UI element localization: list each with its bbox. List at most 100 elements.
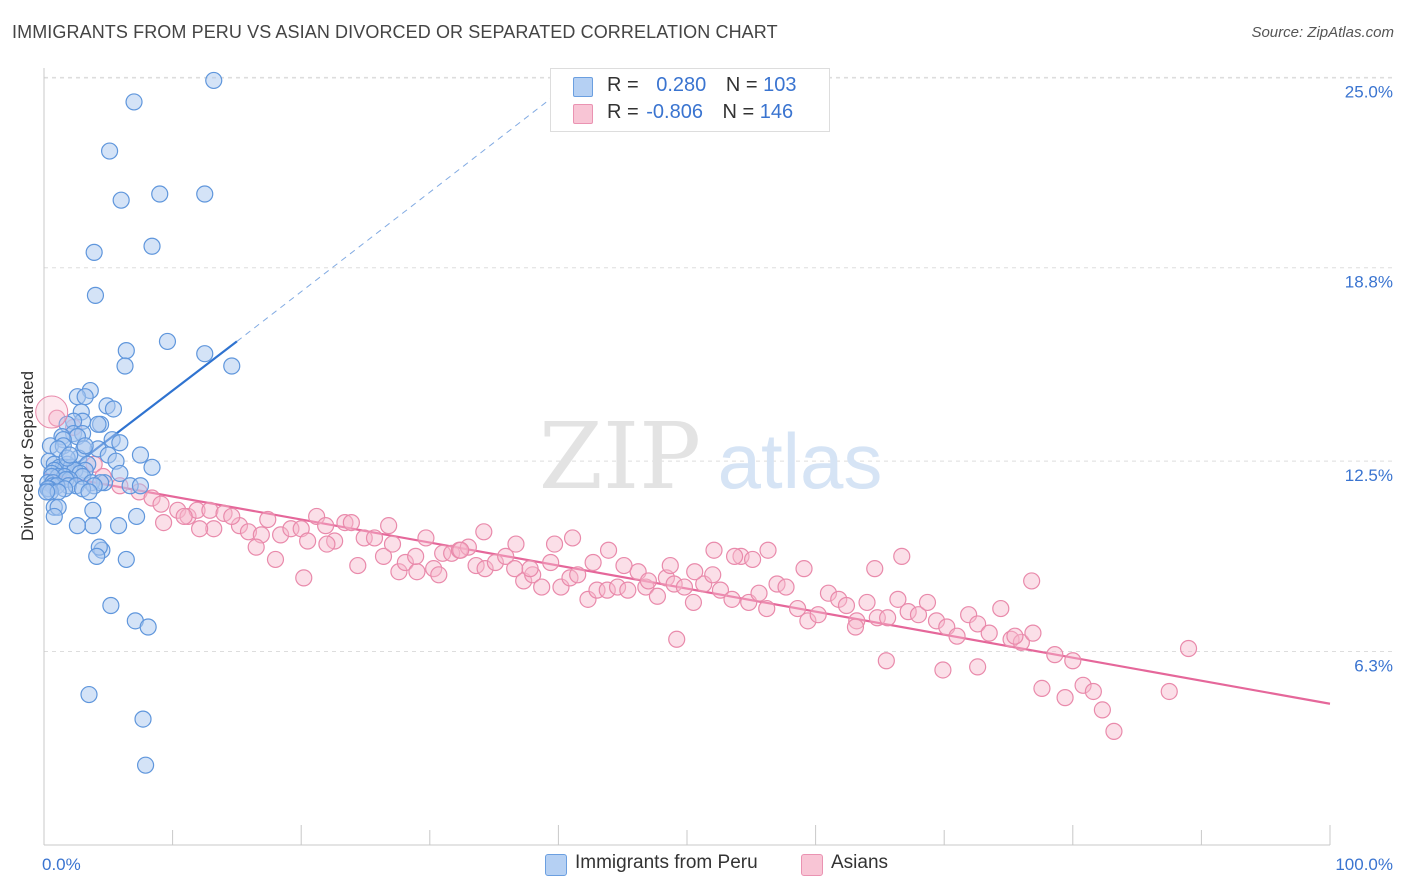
peru-point xyxy=(61,446,79,464)
asian-point xyxy=(725,547,744,565)
peru-point xyxy=(223,357,241,375)
asian-point xyxy=(788,599,807,618)
peru-point xyxy=(158,332,177,351)
series-label-peru: Immigrants from Peru xyxy=(575,852,758,873)
asian-point xyxy=(639,572,658,590)
legend-n-label: N = xyxy=(725,74,758,96)
asian-point xyxy=(759,541,777,559)
asian-point xyxy=(299,532,317,550)
asian-point xyxy=(661,556,679,575)
asian-point xyxy=(711,581,730,599)
asian-point xyxy=(799,612,817,630)
legend-n-label: N = xyxy=(722,101,755,123)
asian-point xyxy=(563,529,582,547)
asian-point xyxy=(1105,722,1123,740)
peru-point xyxy=(104,400,123,418)
asian-point xyxy=(365,529,384,547)
asian-point xyxy=(846,618,865,636)
tick-labels: 6.3% 12.5% 18.8% 25.0% 0.0% 100.0% xyxy=(42,82,1393,874)
peru-point xyxy=(131,477,150,495)
asian-point xyxy=(948,627,966,645)
asian-point xyxy=(1006,627,1024,645)
peru-point xyxy=(151,185,169,203)
asian-point xyxy=(858,593,876,612)
asian-point xyxy=(318,535,336,553)
y-tick-label: 6.3% xyxy=(1354,657,1393,676)
asian-point xyxy=(521,560,539,578)
y-tick-label: 12.5% xyxy=(1345,466,1393,485)
asian-point xyxy=(1033,679,1051,698)
legend-swatch-peru xyxy=(573,77,593,97)
asian-point xyxy=(695,575,713,593)
grid-lines xyxy=(44,76,1395,653)
peru-point xyxy=(111,464,129,483)
asian-point xyxy=(648,587,667,605)
asian-point xyxy=(980,624,998,642)
asian-point xyxy=(272,526,290,544)
peru-point xyxy=(88,547,106,565)
asian-point xyxy=(969,615,987,633)
peru-point xyxy=(131,446,150,464)
asian-point xyxy=(686,563,704,581)
peru-point xyxy=(111,434,129,452)
watermark-zip: ZIP xyxy=(539,403,701,510)
asian-point xyxy=(819,584,838,602)
data-points xyxy=(35,71,1198,774)
asian-point xyxy=(408,563,426,581)
x-tick-label-start: 0.0% xyxy=(42,855,81,874)
watermark: ZIP atlas xyxy=(539,403,882,510)
asian-point xyxy=(704,566,722,584)
peru-point xyxy=(127,507,146,526)
asian-point xyxy=(615,556,633,575)
legend-r-value-asian: -0.806 xyxy=(646,101,703,123)
asian-point xyxy=(486,553,504,572)
peru-point xyxy=(100,142,119,160)
asian-point xyxy=(579,590,597,608)
asian-point xyxy=(545,535,564,553)
asian-point xyxy=(927,612,946,630)
asian-point xyxy=(1179,639,1198,658)
peru-point xyxy=(84,517,102,535)
y-tick-label: 25.0% xyxy=(1345,82,1393,101)
asian-point xyxy=(430,566,448,584)
asian-point xyxy=(434,544,452,562)
peru-point xyxy=(117,342,135,360)
peru-point xyxy=(134,710,152,728)
asian-point xyxy=(809,606,827,624)
peru-point xyxy=(196,185,214,203)
peru-point xyxy=(89,415,107,433)
asian-point xyxy=(848,612,866,630)
asian-point xyxy=(777,578,795,596)
peru-point xyxy=(86,286,105,304)
peru-point xyxy=(139,618,157,636)
peru-point xyxy=(205,71,223,90)
asian-point xyxy=(507,535,525,553)
asian-point xyxy=(758,599,776,618)
trend-lines xyxy=(43,92,1331,705)
asian-point xyxy=(723,590,741,608)
peru-point xyxy=(196,345,214,363)
asian-point xyxy=(239,523,258,541)
peru-point xyxy=(112,191,130,209)
asian-point xyxy=(619,581,637,599)
asian-point xyxy=(743,550,762,569)
watermark-atlas: atlas xyxy=(718,417,883,505)
asian-point xyxy=(1160,682,1178,701)
asian-point-large xyxy=(35,395,69,429)
asian-point xyxy=(143,489,161,507)
asian-point xyxy=(223,507,241,526)
asian-point xyxy=(1064,652,1082,670)
asian-point xyxy=(1023,572,1041,590)
asian-point xyxy=(452,541,470,559)
peru-point xyxy=(109,517,128,535)
y-tick-label: 18.8% xyxy=(1345,273,1393,292)
peru-point xyxy=(80,483,98,501)
asian-point xyxy=(569,566,587,584)
asian-point xyxy=(390,563,408,581)
asian-point xyxy=(1046,646,1064,664)
asian-point xyxy=(308,507,326,526)
asian-point xyxy=(668,630,686,648)
asian-point xyxy=(467,556,485,575)
peru-point xyxy=(117,550,135,569)
asian-point xyxy=(866,560,884,578)
